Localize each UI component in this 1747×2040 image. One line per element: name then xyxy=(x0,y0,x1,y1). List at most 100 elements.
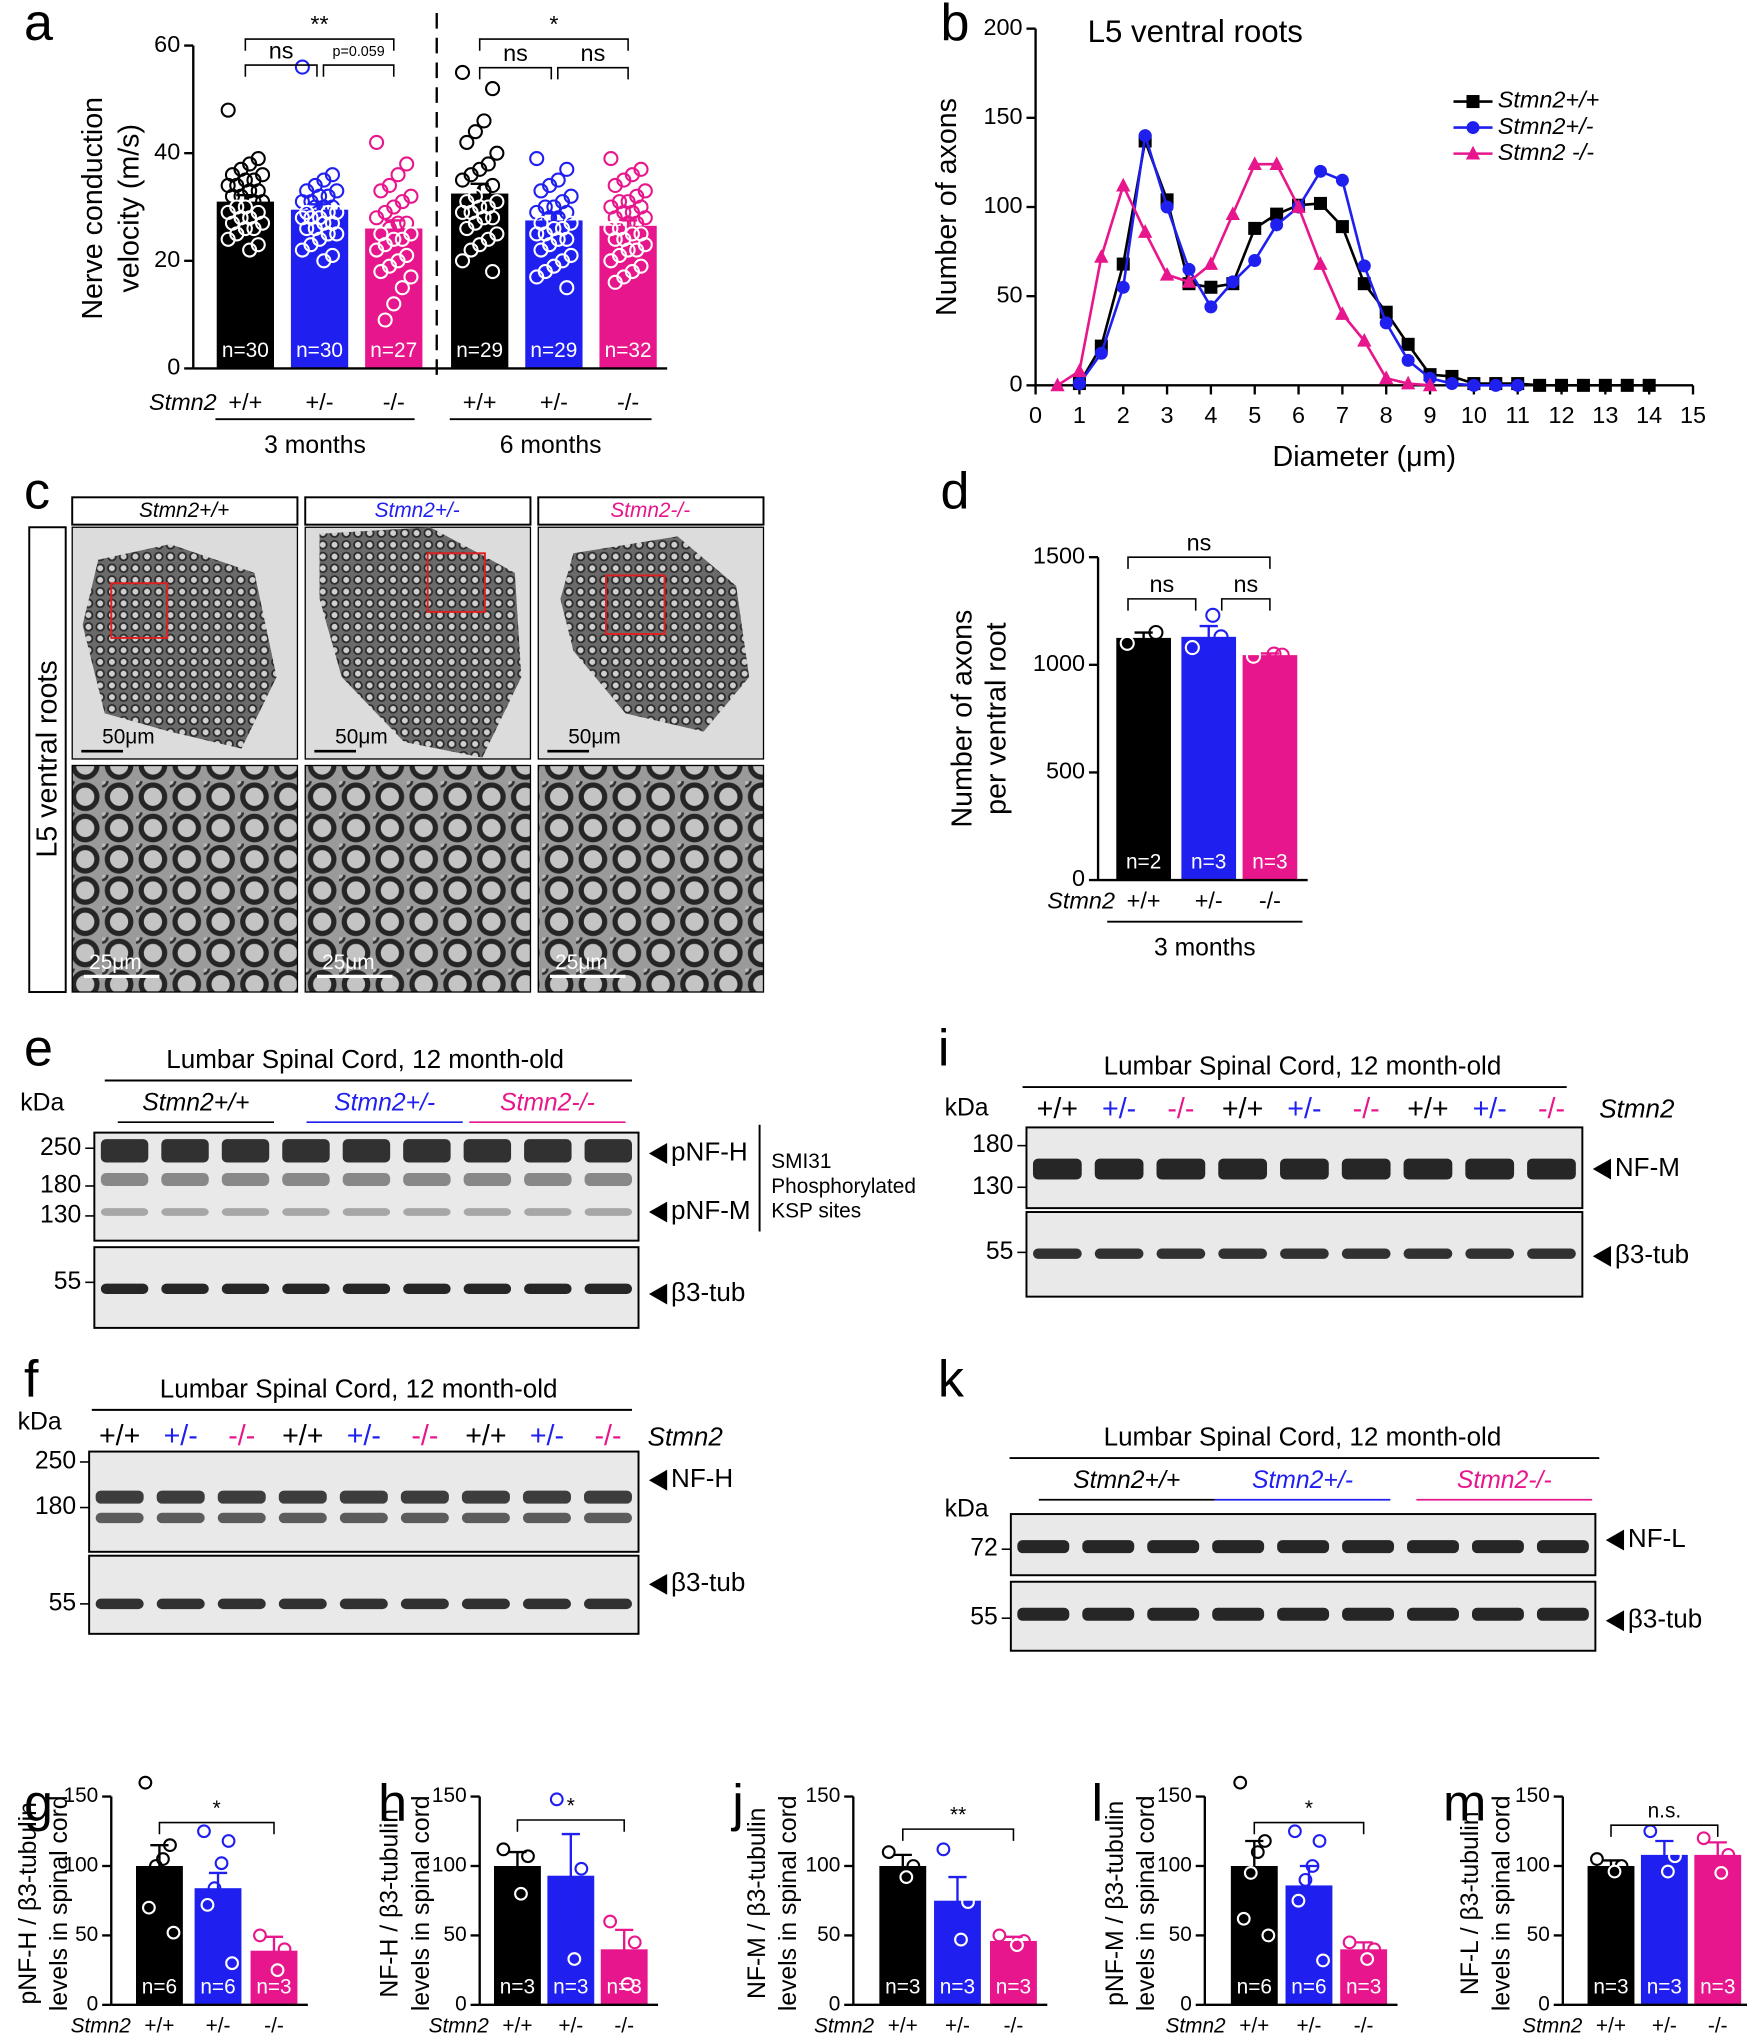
data-point xyxy=(1590,1852,1604,1866)
marker xyxy=(1620,378,1634,392)
sig-bracket xyxy=(1127,598,1197,611)
kda-marker: 130 xyxy=(40,1201,81,1228)
data-point xyxy=(1261,1928,1276,1943)
sig-label: ns xyxy=(1187,529,1212,555)
gene-label: Stmn2 xyxy=(71,2014,132,2037)
y-axis-label: per ventral root xyxy=(980,622,1012,815)
n-label: n=6 xyxy=(1291,1975,1326,1998)
x-tick-label: +/+ xyxy=(1239,2014,1269,2037)
series-line xyxy=(1056,162,1431,387)
side-label: L5 ventral roots xyxy=(31,660,63,857)
data-point xyxy=(954,1932,968,1947)
data-point xyxy=(1298,1872,1313,1887)
marker xyxy=(1576,378,1590,392)
data-point xyxy=(936,1842,951,1857)
x-tick-label: 3 xyxy=(1161,402,1174,428)
data-point xyxy=(1607,1864,1622,1879)
marker xyxy=(1401,337,1415,351)
bar xyxy=(1640,1854,1688,2005)
y-tick-label: 0 xyxy=(1538,1992,1550,2015)
band xyxy=(524,1172,572,1186)
data-point xyxy=(294,242,310,258)
band xyxy=(524,1139,572,1163)
sig-label: ns xyxy=(503,40,528,66)
group-label: Stmn2+/- xyxy=(1252,1467,1353,1494)
kda-label: kDa xyxy=(945,1496,989,1523)
data-point xyxy=(246,220,262,237)
band xyxy=(282,1172,330,1186)
x-tick-label: +/- xyxy=(1652,2014,1677,2037)
n-label: n=32 xyxy=(605,339,652,362)
data-point xyxy=(316,253,332,269)
data-point xyxy=(369,210,385,226)
n-label: n=6 xyxy=(142,1975,177,1998)
data-point xyxy=(1257,1834,1272,1848)
band xyxy=(583,1490,633,1504)
sig-bracket xyxy=(244,38,395,51)
y-tick-label: 50 xyxy=(1169,1923,1192,1946)
x-tick-label: +/- xyxy=(1195,887,1223,913)
data-point xyxy=(485,264,501,280)
scale-label: 25μm xyxy=(89,951,141,974)
note-label: SMI31 xyxy=(771,1150,831,1173)
sig-label: ** xyxy=(950,1804,966,1827)
band xyxy=(1407,1607,1459,1621)
n-label: n=3 xyxy=(1647,1975,1682,1998)
y-tick-label: 150 xyxy=(1515,1784,1550,1807)
marker xyxy=(1137,224,1153,238)
y-axis-label: levels in spinal cord xyxy=(1488,1795,1515,2011)
arrowhead xyxy=(648,1469,668,1491)
chart-title: L5 ventral roots xyxy=(1088,14,1303,49)
x-tick-label: 2 xyxy=(1117,402,1130,428)
side-frame xyxy=(28,526,67,993)
band xyxy=(1471,1607,1524,1621)
band xyxy=(95,1512,144,1524)
band xyxy=(1536,1607,1589,1621)
data-point xyxy=(377,312,393,328)
blot-title: Lumbar Spinal Cord, 12 month-old xyxy=(166,1044,564,1074)
group-label: Stmn2-/- xyxy=(500,1090,595,1117)
marker xyxy=(1160,200,1174,214)
panel-label: h xyxy=(378,1775,407,1833)
lane-label: +/- xyxy=(1473,1093,1507,1125)
band xyxy=(282,1283,330,1295)
band xyxy=(339,1598,388,1610)
sig-bracket xyxy=(1127,556,1271,569)
panel-label: e xyxy=(24,1020,53,1078)
band-label: β3-tub xyxy=(1615,1239,1689,1269)
data-point xyxy=(207,1881,222,1896)
data-point xyxy=(1312,1834,1327,1848)
y-tick-label: 1000 xyxy=(1033,650,1085,676)
data-point xyxy=(961,1895,975,1909)
arrowhead xyxy=(1592,1158,1611,1180)
band xyxy=(100,1208,149,1216)
arrowhead xyxy=(1605,1529,1625,1551)
marker xyxy=(1335,220,1349,234)
band xyxy=(1536,1540,1589,1554)
sig-bracket xyxy=(557,66,629,80)
marker xyxy=(1247,156,1262,171)
marker xyxy=(1248,253,1262,268)
bar xyxy=(1340,1949,1388,2005)
x-tick-label: +/+ xyxy=(144,2014,174,2037)
scale-label: 25μm xyxy=(555,951,607,974)
data-point xyxy=(373,264,389,280)
group-label: Stmn2+/+ xyxy=(142,1090,249,1117)
n-label: n=6 xyxy=(1237,1975,1272,1998)
n-label: n=3 xyxy=(1593,1975,1628,1998)
marker xyxy=(1357,277,1371,291)
data-point xyxy=(1696,1831,1711,1846)
marker xyxy=(1138,129,1152,143)
band xyxy=(583,1512,633,1524)
y-tick-label: 200 xyxy=(983,14,1022,40)
x-tick-label: +/- xyxy=(945,2014,970,2037)
data-point xyxy=(603,151,619,167)
kda-marker: 180 xyxy=(972,1131,1013,1158)
gene-label: Stmn2 xyxy=(1047,887,1115,913)
sig-bracket xyxy=(478,66,553,80)
marker xyxy=(1642,378,1656,392)
zoom-box xyxy=(604,574,666,635)
x-tick-label: -/- xyxy=(1004,2014,1024,2037)
n-label: n=3 xyxy=(553,1975,588,1998)
y-tick-label: 0 xyxy=(829,1992,841,2015)
